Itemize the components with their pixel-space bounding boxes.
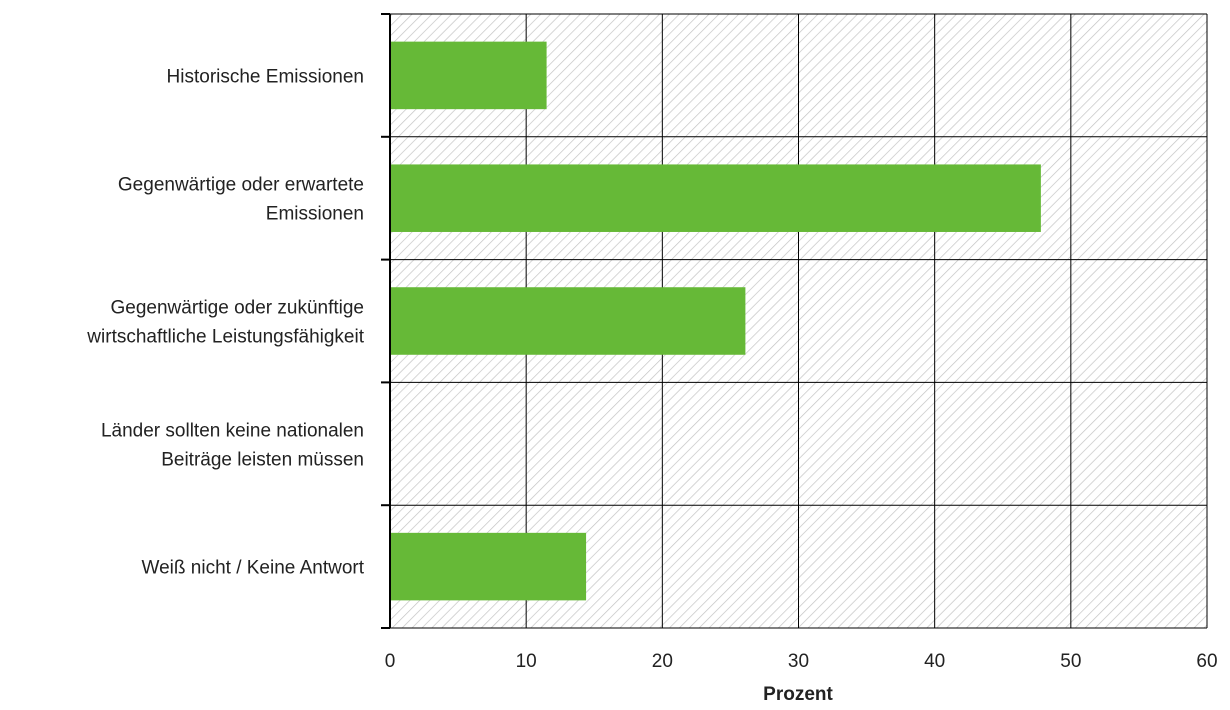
x-tick-label: 0 <box>385 651 396 672</box>
axes <box>381 13 391 629</box>
category-label: Historische Emissionen <box>167 66 364 87</box>
bar <box>390 164 1041 232</box>
category-label: Länder sollten keine nationalen Beiträge … <box>101 420 364 470</box>
category-label-line: wirtschaftliche Leistungsfähigkeit <box>86 327 364 348</box>
bar <box>390 41 547 110</box>
x-tick-label: 60 <box>1196 651 1217 672</box>
category-label-line: Gegenwärtige oder erwartete <box>118 175 364 196</box>
category-label-line: Historische Emissionen <box>167 66 364 87</box>
bar <box>390 287 746 355</box>
bar <box>390 532 587 601</box>
category-label-line: Gegenwärtige oder zukünftige <box>111 298 365 319</box>
category-label-line: Emissionen <box>266 204 364 225</box>
category-label-line: Weiß nicht / Keine Antwort <box>142 558 365 579</box>
category-label: Gegenwärtige oder zukünftige wirtschaftli… <box>86 298 364 348</box>
bars <box>390 41 1041 601</box>
category-label: Weiß nicht / Keine Antwort <box>142 558 365 579</box>
category-label: Gegenwärtige oder erwartete Emissionen <box>118 175 364 225</box>
x-axis-title: Prozent <box>763 684 833 705</box>
x-tick-label: 40 <box>924 651 945 672</box>
x-tick-label: 30 <box>788 651 809 672</box>
category-label-line: Länder sollten keine nationalen <box>101 420 364 441</box>
category-label-line: Beiträge leisten müssen <box>161 449 364 470</box>
x-tick-labels: 0 10 20 30 40 50 60 <box>385 651 1218 672</box>
x-tick-label: 50 <box>1060 651 1081 672</box>
x-tick-label: 10 <box>516 651 537 672</box>
x-tick-label: 20 <box>652 651 673 672</box>
category-labels: Historische Emissionen Gegenwärtige oder … <box>86 66 364 578</box>
